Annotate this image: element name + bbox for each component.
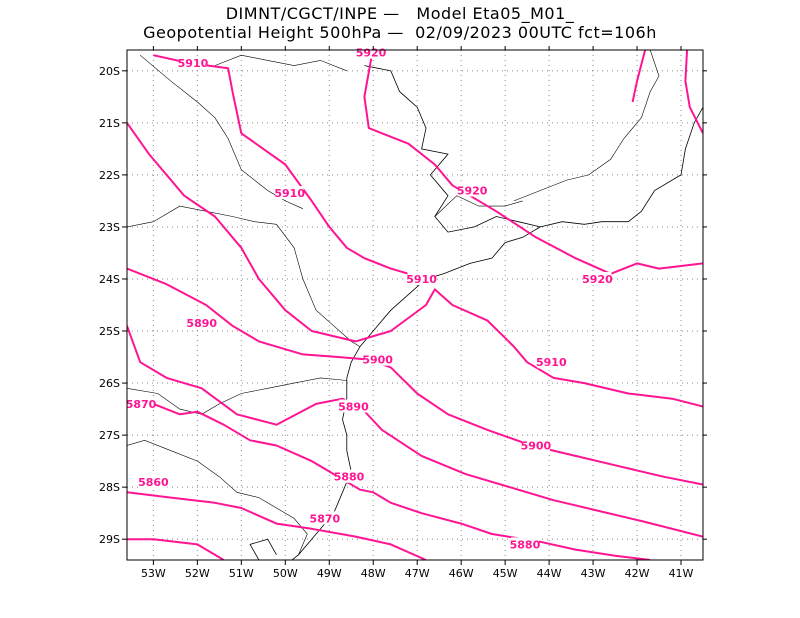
lat-tick-label: 21S bbox=[99, 117, 120, 130]
state-border-0 bbox=[127, 377, 347, 415]
contour-5920-3 bbox=[631, 50, 647, 103]
contour-5900-5 bbox=[127, 267, 703, 486]
contour-label-bg bbox=[275, 186, 304, 200]
contour-label: 5890 bbox=[338, 400, 369, 413]
axes: 53W 52W 51W 50W 49W 48W 47W 46W 45W 44W 43W 42W 41W 2… bbox=[99, 46, 707, 580]
coastline-1 bbox=[540, 107, 703, 228]
contour-5870-9 bbox=[127, 538, 225, 560]
lon-tick-label: 42W bbox=[625, 567, 650, 580]
contour-label-bg bbox=[583, 271, 612, 285]
lat-tick-label: 27S bbox=[99, 429, 120, 442]
contour-label-bg bbox=[458, 183, 487, 197]
lon-tick-label: 50W bbox=[273, 567, 298, 580]
contour-label: 5910 bbox=[178, 57, 209, 70]
contour-label-bg bbox=[357, 45, 386, 59]
lon-tick-label: 44W bbox=[537, 567, 562, 580]
lon-tick-label: 43W bbox=[581, 567, 606, 580]
lat-tick-label: 26S bbox=[99, 377, 120, 390]
lon-tick-label: 46W bbox=[449, 567, 474, 580]
contour-label: 5910 bbox=[536, 356, 567, 369]
lat-tick-label: 25S bbox=[99, 325, 120, 338]
height-contours bbox=[127, 50, 703, 560]
state-border-3 bbox=[140, 54, 304, 209]
contour-5910-0 bbox=[153, 54, 436, 286]
lon-tick-label: 53W bbox=[141, 567, 166, 580]
coastline-2 bbox=[249, 538, 277, 560]
contour-label-bg bbox=[335, 469, 364, 483]
contour-5880-8 bbox=[127, 491, 427, 560]
contour-label: 5900 bbox=[521, 440, 552, 453]
lat-tick-label: 22S bbox=[99, 169, 120, 182]
contour-label-bg bbox=[363, 352, 392, 366]
lat-tick-label: 28S bbox=[99, 481, 120, 494]
contour-label-bg bbox=[310, 511, 339, 525]
contour-label-bg bbox=[178, 56, 207, 70]
title-line-2: Geopotential Height 500hPa — 02/09/2023 … bbox=[143, 23, 657, 42]
plot-frame bbox=[126, 49, 704, 561]
lat-tick-label: 24S bbox=[99, 273, 120, 286]
contour-label: 5920 bbox=[582, 273, 613, 286]
state-border-2 bbox=[127, 205, 361, 347]
contour-label: 5920 bbox=[356, 47, 387, 60]
coastline-0 bbox=[291, 65, 542, 560]
contour-label-bg bbox=[537, 355, 566, 369]
lat-tick-label: 20S bbox=[99, 65, 120, 78]
contour-5920-1 bbox=[363, 50, 703, 275]
contour-label: 5870 bbox=[310, 512, 341, 525]
lon-tick-label: 48W bbox=[361, 567, 386, 580]
state-border-6 bbox=[434, 195, 523, 217]
contour-label: 5900 bbox=[362, 354, 393, 367]
contour-label-bg bbox=[510, 537, 539, 551]
contour-labels: 5910 5920 5910 5920 5910 5920 5890 5900 5910 5890… bbox=[126, 45, 613, 551]
contour-label-bg bbox=[339, 399, 368, 413]
contour-label: 5870 bbox=[126, 398, 157, 411]
contour-5890-6 bbox=[127, 325, 703, 538]
contour-5870-7 bbox=[127, 397, 651, 560]
contour-label: 5910 bbox=[274, 187, 305, 200]
contour-label: 5890 bbox=[186, 317, 217, 330]
lon-tick-label: 41W bbox=[669, 567, 694, 580]
map-title: DIMNT/CGCT/INPE — Model Eta05_M01_ Geopo… bbox=[0, 4, 800, 42]
contour-label-bg bbox=[139, 474, 168, 488]
contour-label: 5910 bbox=[406, 273, 437, 286]
state-border-1 bbox=[127, 439, 308, 555]
lon-tick-label: 45W bbox=[493, 567, 518, 580]
title-line-1: DIMNT/CGCT/INPE — Model Eta05_M01_ bbox=[225, 4, 575, 23]
contour-label-bg bbox=[407, 271, 436, 285]
state-border-5 bbox=[513, 50, 660, 202]
contour-label-bg bbox=[127, 396, 155, 410]
contour-label: 5920 bbox=[457, 185, 488, 198]
lon-tick-label: 52W bbox=[185, 567, 210, 580]
contour-label-bg bbox=[521, 438, 550, 452]
grid-lines bbox=[127, 50, 703, 560]
contour-5910-4 bbox=[127, 122, 703, 408]
contour-label: 5880 bbox=[334, 471, 365, 484]
state-border-4 bbox=[214, 54, 347, 72]
contour-label: 5880 bbox=[510, 538, 541, 551]
contour-5920-2 bbox=[684, 50, 703, 134]
lon-tick-label: 49W bbox=[317, 567, 342, 580]
lat-tick-label: 23S bbox=[99, 221, 120, 234]
contour-label: 5860 bbox=[138, 476, 169, 489]
lon-tick-label: 47W bbox=[405, 567, 430, 580]
contour-label-bg bbox=[187, 316, 216, 330]
lon-tick-label: 51W bbox=[229, 567, 254, 580]
lat-tick-label: 29S bbox=[99, 533, 120, 546]
